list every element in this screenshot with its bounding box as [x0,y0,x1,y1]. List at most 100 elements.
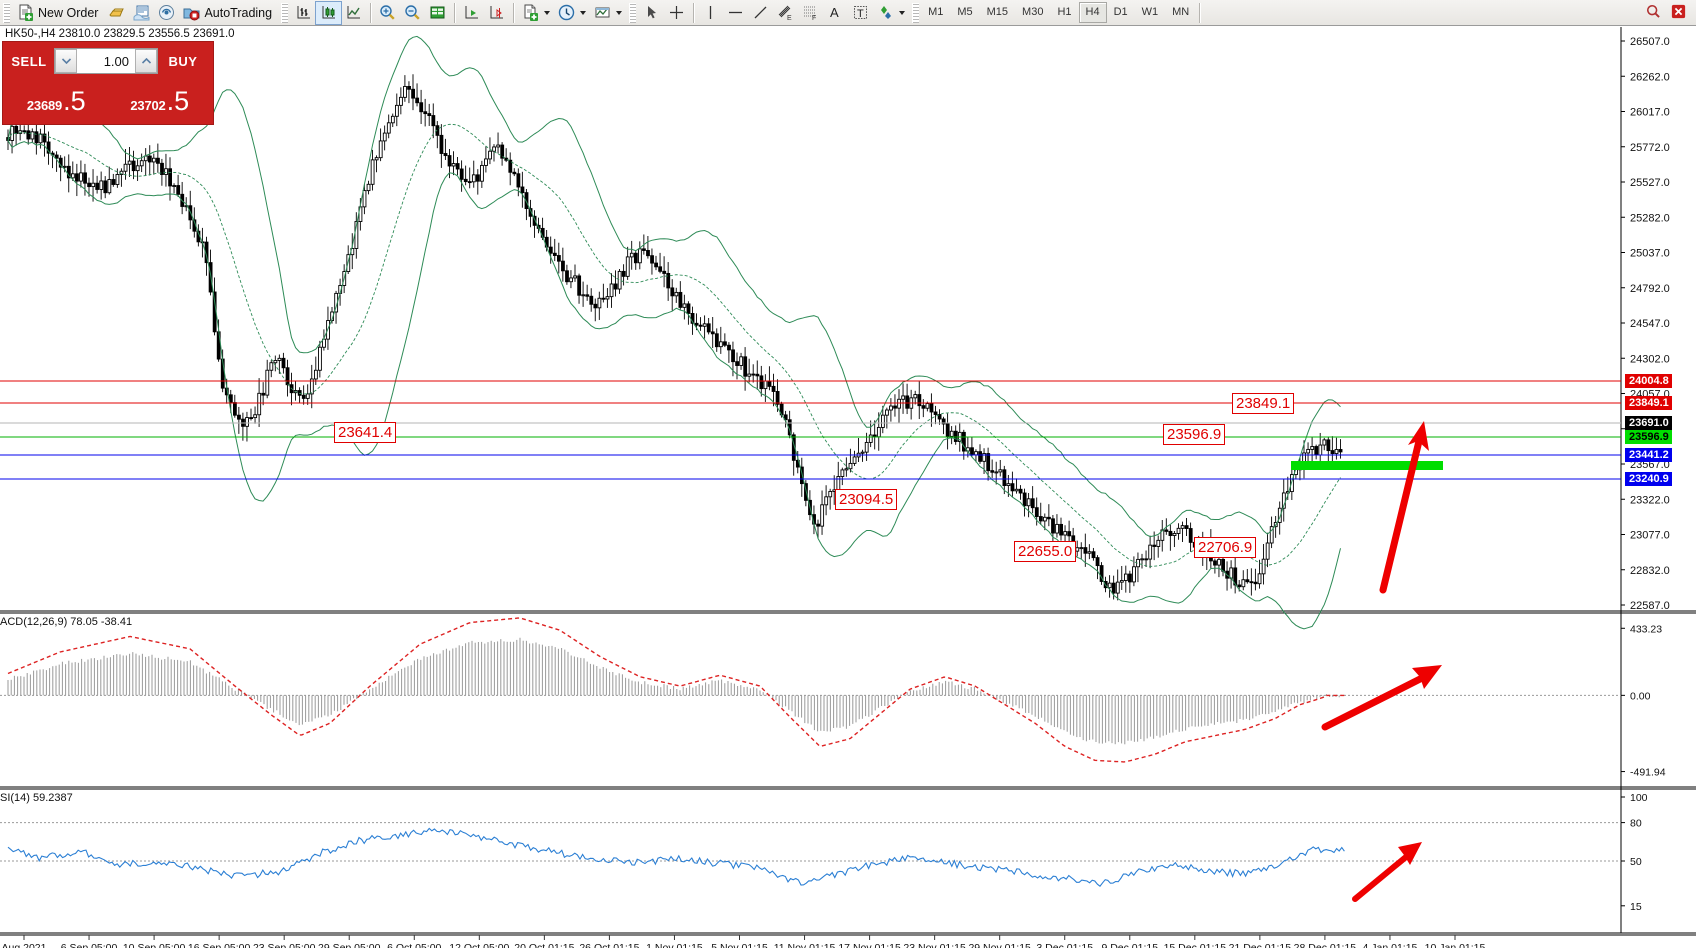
one-click-trading-panel[interactable]: SELL 1.00 BUY 23689 .5 23702 [2,41,214,125]
volume-decrement-button[interactable] [55,49,77,73]
data-window-button[interactable] [425,2,450,24]
candlestick-chart-button[interactable] [315,0,343,25]
annotation-22655[interactable]: 22655.0 [1014,541,1077,562]
oct-controls-row: SELL 1.00 BUY [3,42,213,76]
chart-canvas[interactable]: 26507.0 26262.0 26017.0 25772.0 25527.0 25282… [0,27,1696,948]
svg-text:28 Dec 01:15: 28 Dec 01:15 [1294,942,1357,948]
volume-increment-button[interactable] [135,49,157,73]
trendline-button[interactable] [748,2,773,24]
indicators-button[interactable] [518,2,554,24]
line-chart-button[interactable] [341,2,366,24]
cursor-button[interactable] [639,2,664,24]
svg-text:25037.0: 25037.0 [1630,248,1670,260]
timeframe-m15[interactable]: M15 [986,6,1009,18]
annotation-23849[interactable]: 23849.1 [1232,393,1295,414]
svg-text:23 Nov 01:15: 23 Nov 01:15 [903,942,966,948]
sell-price-whole: 23689 [26,98,63,113]
annotation-23596[interactable]: 23596.9 [1163,424,1226,445]
zoom-in-button[interactable] [375,2,400,24]
zoom-out-button[interactable] [400,2,425,24]
timeframe-mn[interactable]: MN [1172,6,1190,18]
chevron-down-icon-2[interactable] [580,10,587,15]
timeframe-h4[interactable]: H4 [1078,2,1107,23]
timeframe-m5[interactable]: M5 [957,6,973,18]
svg-text:-491.94: -491.94 [1630,767,1666,779]
svg-text:25527.0: 25527.0 [1630,177,1670,189]
trendline-icon [752,4,769,21]
new-order-button[interactable]: New Order [13,2,104,24]
level-23240-tag[interactable]: 23240.9 [1625,472,1672,486]
support-23596-tag[interactable]: 23596.9 [1625,430,1672,444]
text-label-button[interactable]: T [848,2,873,24]
svg-text:25282.0: 25282.0 [1630,212,1670,224]
timeframe-d1[interactable]: D1 [1113,6,1128,18]
toolbar-grip-3[interactable] [629,2,637,23]
candlestick-chart-icon [320,4,337,21]
svg-text:80: 80 [1630,818,1642,830]
resistance-23849-tag[interactable]: 23849.1 [1625,396,1672,410]
chevron-up-icon-volume [141,58,151,64]
horizontal-line-button[interactable] [723,2,748,24]
support-zone-rect [1291,461,1443,470]
volume-stepper[interactable]: 1.00 [54,48,158,74]
volume-value[interactable]: 1.00 [103,53,129,69]
macd-caption: ACD(12,26,9) 78.05 -38.41 [0,616,133,628]
chart-shift-button[interactable] [484,2,509,24]
bar-chart-button[interactable] [291,2,316,24]
bar-chart-icon [295,4,312,21]
sell-price-cell[interactable]: 23689 .5 [6,76,107,117]
resistance-24004-tag[interactable]: 24004.8 [1625,374,1672,388]
timeframe-w1[interactable]: W1 [1141,6,1159,18]
annotation-23641[interactable]: 23641.4 [334,422,397,443]
candlestick-series [6,74,1343,601]
auto-scroll-icon [463,4,480,21]
level-23441-tag[interactable]: 23441.2 [1625,448,1672,462]
text-button[interactable]: A [823,2,848,24]
toolbar-separator-5 [1199,2,1201,23]
svg-text:26507.0: 26507.0 [1630,36,1670,48]
signals-button[interactable] [154,2,179,24]
timeframe-h1[interactable]: H1 [1057,6,1072,18]
chevron-down-icon-3[interactable] [616,10,623,15]
timeframe-m1[interactable]: M1 [928,6,944,18]
periods-button[interactable] [554,2,590,24]
last-price-23691-tag[interactable]: 23691.0 [1625,416,1672,430]
toolbar-grip-2[interactable] [281,2,289,23]
search-button[interactable] [1642,2,1667,24]
svg-text:22832.0: 22832.0 [1630,565,1670,577]
terminal-button[interactable] [129,2,154,24]
svg-text:6 Oct 05:00: 6 Oct 05:00 [387,942,441,948]
templates-button[interactable] [590,2,626,24]
buy-price-cell[interactable]: 23702 .5 [109,76,210,117]
buy-button[interactable]: BUY [160,53,206,69]
rsi-line [7,827,1345,887]
gold-bar-button[interactable] [104,2,129,24]
timeframe-group: M1 M5 M15 M30 H1 H4 D1 W1 MN [922,2,1195,23]
svg-text:26 Oct 01:15: 26 Oct 01:15 [579,942,639,948]
svg-text:21 Dec 01:15: 21 Dec 01:15 [1229,942,1292,948]
toolbar-grip[interactable] [3,2,10,23]
line-chart-icon [345,4,362,21]
svg-text:3 Dec 01:15: 3 Dec 01:15 [1036,942,1093,948]
toolbar-grip-4[interactable] [912,2,920,23]
timeframe-m30[interactable]: M30 [1022,6,1044,18]
shapes-button[interactable] [873,2,909,24]
chart-area[interactable]: HK50-,H4 23810.0 23829.5 23556.5 23691.0… [0,27,1696,948]
auto-scroll-button[interactable] [459,2,484,24]
svg-text:24302.0: 24302.0 [1630,353,1670,365]
annotation-23094[interactable]: 23094.5 [835,489,898,510]
crosshair-button[interactable] [664,2,689,24]
autotrading-button[interactable]: AutoTrading [179,2,278,24]
fibonacci-button[interactable]: F [798,2,823,24]
vertical-line-button[interactable] [698,2,723,24]
macd-signal-line [7,617,1345,763]
svg-text:1 Nov 01:15: 1 Nov 01:15 [646,942,703,948]
sell-button[interactable]: SELL [6,53,52,69]
annotation-22706[interactable]: 22706.9 [1194,537,1257,558]
equidistant-channel-button[interactable]: E [773,2,798,24]
chevron-down-icon-4[interactable] [899,10,906,15]
terminal-icon [133,4,150,21]
chevron-down-icon[interactable] [544,10,551,15]
close-button[interactable] [1667,2,1692,24]
svg-text:25772.0: 25772.0 [1630,142,1670,154]
